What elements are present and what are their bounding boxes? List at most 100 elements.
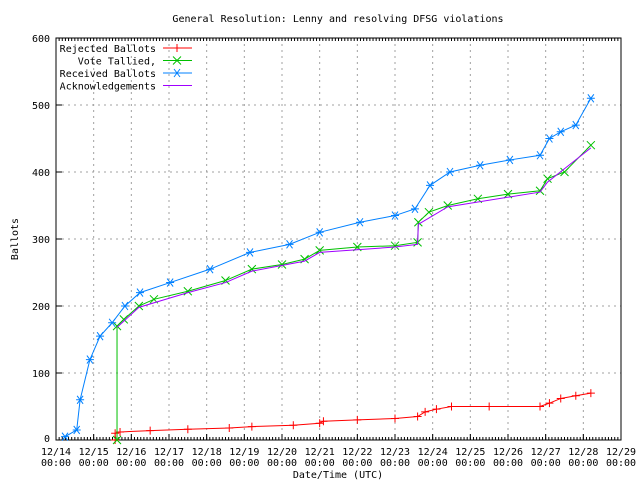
legend-label: Received Ballots [60,69,156,80]
x-tick-label: 12/17 [154,447,184,458]
x-tick-label: 12/29 [606,447,636,458]
plus-marker [421,407,430,416]
x-marker [586,140,596,150]
x-tick-label: 12/21 [305,447,335,458]
plus-marker [391,414,399,423]
x-marker [277,260,287,269]
x-marker [413,217,423,227]
plus-marker [173,44,181,52]
x-marker [424,207,434,217]
x-tick-time: 00:00 [192,458,222,469]
x-tick-time: 00:00 [455,458,485,469]
star-marker [586,94,595,103]
x-tick-time: 00:00 [606,458,636,469]
star-marker [505,155,514,165]
x-tick-label: 12/27 [531,447,561,458]
x-tick-label: 12/14 [41,447,71,458]
plus-marker [289,421,298,430]
star-marker [571,120,580,130]
y-axis-label: Ballots [10,218,21,260]
plus-marker [485,402,494,411]
x-tick-label: 12/16 [116,447,146,458]
x-marker [119,315,129,324]
star-marker [426,181,435,190]
x-marker [134,301,144,311]
x-marker [112,435,122,445]
x-tick-label: 12/28 [568,447,598,458]
star-marker [355,217,364,227]
series-line [116,147,592,328]
x-tick-label: 12/26 [493,447,523,458]
series-line [64,98,592,438]
plus-marker [353,415,362,424]
plus-marker [447,402,456,411]
x-tick-time: 00:00 [531,458,561,469]
x-tick-label: 12/25 [455,447,485,458]
y-tick-label: 500 [32,101,50,112]
star-marker [410,204,419,214]
y-tick-label: 600 [32,34,50,45]
x-tick-time: 00:00 [342,458,372,469]
plus-marker [111,436,120,444]
star-marker [135,288,144,297]
plus-marker [315,419,324,428]
series-line [114,392,591,440]
x-marker [543,174,552,184]
star-marker [96,331,105,341]
series-received-ballots [61,94,595,441]
plus-marker [571,391,580,400]
x-tick-time: 00:00 [154,458,184,469]
plus-marker [183,425,192,434]
x-tick-time: 00:00 [267,458,297,469]
star-marker [173,68,181,78]
plus-marker [545,399,554,408]
x-tick-time: 00:00 [380,458,410,469]
x-tick-label: 12/20 [267,447,297,458]
plus-marker [413,412,422,421]
x-tick-time: 00:00 [79,458,109,469]
series-rejected-ballots [111,389,595,444]
x-marker [172,56,182,65]
x-tick-time: 00:00 [305,458,335,469]
plus-marker [536,402,545,411]
x-tick-label: 12/22 [342,447,372,458]
star-marker [445,167,454,177]
x-tick-label: 12/15 [79,447,109,458]
y-tick-label: 300 [32,235,50,246]
plus-marker [432,405,441,414]
star-marker [245,248,254,257]
plus-marker [225,423,234,432]
star-marker [61,432,70,441]
legend-label: Rejected Ballots [60,44,156,55]
plus-marker [319,417,328,426]
star-marker [120,301,129,311]
plus-marker [111,429,120,438]
x-tick-label: 12/18 [192,447,222,458]
legend-label: Vote Tallied, [78,57,156,68]
star-marker [76,395,85,405]
plus-marker [247,422,256,431]
plus-marker [146,426,155,435]
y-tick-label: 0 [44,434,50,445]
plot-border [55,37,622,441]
chart-title: General Resolution: Lenny and resolving … [172,14,503,25]
plus-marker [556,394,565,403]
star-marker [166,278,175,287]
x-marker [112,321,122,331]
star-marker [476,161,485,170]
x-tick-time: 00:00 [41,458,71,469]
star-marker [85,355,94,364]
plus-marker [586,389,595,398]
x-tick-time: 00:00 [229,458,259,469]
x-axis-label: Date/Time (UTC) [293,470,383,480]
y-tick-label: 400 [32,168,50,179]
x-tick-time: 00:00 [116,458,146,469]
x-marker [183,286,193,296]
star-marker [72,425,81,435]
star-marker [315,228,324,237]
star-marker [285,240,294,249]
x-tick-label: 12/24 [418,447,448,458]
star-marker [206,264,215,274]
